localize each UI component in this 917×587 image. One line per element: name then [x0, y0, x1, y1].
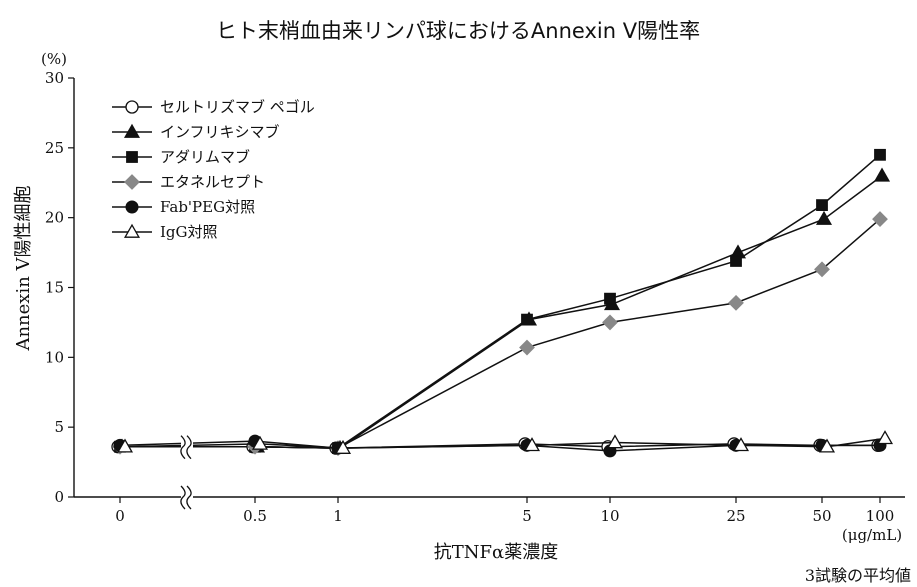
data-point	[605, 293, 616, 304]
x-tick-label: 25	[726, 507, 745, 525]
footnote: 3試験の平均値	[805, 566, 911, 585]
legend-marker	[127, 152, 138, 163]
chart-title: ヒト末梢血由来リンパ球におけるAnnexin V陽性率	[216, 19, 700, 43]
series-layer	[112, 149, 892, 458]
y-tick-label: 15	[45, 279, 64, 297]
x-tick-label: 100	[866, 507, 895, 525]
y-tick-label: 5	[54, 418, 64, 436]
series-3	[113, 212, 887, 455]
x-tick-label: 0.5	[243, 507, 267, 525]
data-point	[520, 340, 534, 354]
legend-label: Fab'PEG対照	[160, 198, 255, 216]
legend-item: IgG対照	[112, 223, 218, 241]
legend-label: エタネルセプト	[160, 173, 265, 191]
data-point	[817, 200, 828, 211]
legend-item: Fab'PEG対照	[112, 198, 255, 216]
legend-item: セルトリズマブ ペゴル	[112, 98, 315, 116]
legend-label: インフリキシマブ	[160, 123, 280, 141]
y-unit-label: (%)	[41, 50, 67, 68]
data-point	[875, 169, 889, 181]
data-point	[731, 256, 742, 267]
data-point	[817, 212, 831, 224]
y-axis-label: Annexin V陽性細胞	[13, 185, 34, 351]
series-line	[122, 176, 882, 448]
legend-item: インフリキシマブ	[112, 123, 280, 141]
legend-marker	[125, 225, 139, 237]
x-tick-label: 0	[115, 507, 125, 525]
data-point	[603, 315, 617, 329]
y-tick-label: 20	[45, 209, 64, 227]
y-tick-label: 25	[45, 139, 64, 157]
legend-marker	[125, 175, 139, 189]
x-tick-label: 1	[333, 507, 343, 525]
x-tick-label: 10	[600, 507, 619, 525]
x-axis-label: 抗TNFα薬濃度	[434, 542, 558, 563]
legend-item: エタネルセプト	[112, 173, 265, 191]
legend-item: アダリムマブ	[112, 148, 250, 166]
data-point	[522, 314, 533, 325]
legend-marker	[125, 125, 139, 137]
data-point	[875, 149, 886, 160]
legend-label: IgG対照	[160, 223, 218, 241]
data-point	[729, 296, 743, 310]
y-tick-label: 30	[45, 69, 64, 87]
x-tick-label: 50	[812, 507, 831, 525]
legend-label: セルトリズマブ ペゴル	[160, 98, 315, 116]
data-point	[878, 431, 892, 443]
x-unit-label: (μg/mL)	[842, 526, 902, 544]
legend-marker	[126, 201, 138, 213]
y-tick-label: 0	[54, 488, 64, 506]
y-tick-label: 10	[45, 348, 64, 366]
legend-marker	[126, 101, 138, 113]
series-line	[120, 219, 880, 448]
series-2	[115, 149, 886, 453]
x-tick-label: 5	[522, 507, 532, 525]
legend-label: アダリムマブ	[160, 148, 250, 166]
